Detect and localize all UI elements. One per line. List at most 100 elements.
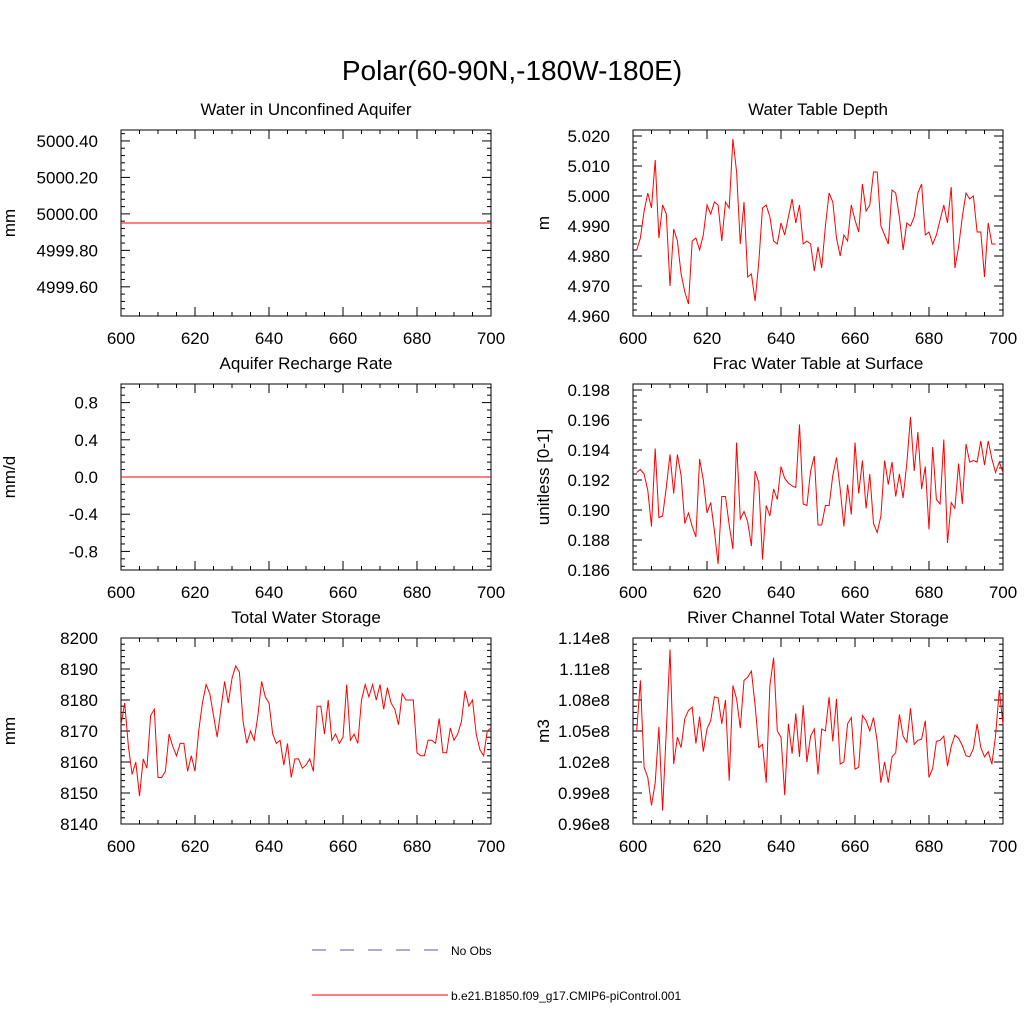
frac-water-table-at-surface-xtick-label: 640 — [767, 583, 795, 602]
total-water-storage-xtick-label: 660 — [329, 837, 357, 856]
panel-aquifer-recharge-rate: Aquifer Recharge Rate mm/d 600 620 640 660 680… — [0, 354, 505, 602]
river-channel-total-water-storage-ytick-label: 1.14e8 — [558, 629, 610, 648]
water-table-depth-ytick-label: 4.990 — [567, 217, 610, 236]
water-in-unconfined-aquifer-ytick-label: 4999.60 — [37, 278, 98, 297]
water-table-depth-ytick-label: 4.970 — [567, 277, 610, 296]
frac-water-table-at-surface-ytick-label: 0.190 — [567, 501, 610, 520]
aquifer-recharge-rate-xtick-label: 660 — [329, 583, 357, 602]
frac-water-table-at-surface-ytick-label: 0.196 — [567, 411, 610, 430]
water-table-depth-ytick-label: 5.020 — [567, 127, 610, 146]
river-channel-total-water-storage-xtick-label: 680 — [915, 837, 943, 856]
legend: No Obs b.e21.B1850.f09_g17.CMIP6-piContr… — [312, 944, 681, 1003]
legend-model-label: b.e21.B1850.f09_g17.CMIP6-piControl.001 — [451, 989, 681, 1003]
panels: Water in Unconfined Aquifer mm 600 620 640 66… — [0, 100, 1017, 856]
water-in-unconfined-aquifer-title: Water in Unconfined Aquifer — [200, 100, 411, 119]
water-in-unconfined-aquifer-ytick-label: 5000.20 — [37, 168, 98, 187]
aquifer-recharge-rate-ytick-label: -0.4 — [69, 505, 98, 524]
water-table-depth-xtick-label: 640 — [767, 329, 795, 348]
total-water-storage-title: Total Water Storage — [231, 608, 381, 627]
aquifer-recharge-rate-title: Aquifer Recharge Rate — [220, 354, 393, 373]
river-channel-total-water-storage-title: River Channel Total Water Storage — [687, 608, 949, 627]
water-table-depth-ylabel: m — [534, 216, 553, 230]
river-channel-total-water-storage-xtick-label: 600 — [619, 837, 647, 856]
water-in-unconfined-aquifer-xtick-label: 660 — [329, 329, 357, 348]
water-table-depth-xtick-label: 660 — [841, 329, 869, 348]
aquifer-recharge-rate-xtick-label: 680 — [403, 583, 431, 602]
water-in-unconfined-aquifer-ytick-label: 5000.40 — [37, 132, 98, 151]
water-table-depth-xtick-label: 620 — [693, 329, 721, 348]
total-water-storage-series-line — [120, 664, 492, 797]
frac-water-table-at-surface-series-line — [636, 416, 1004, 565]
aquifer-recharge-rate-ytick-label: 0.4 — [74, 431, 98, 450]
total-water-storage-ytick-label: 8160 — [60, 753, 98, 772]
panel-water-in-unconfined-aquifer: Water in Unconfined Aquifer mm 600 620 640 66… — [0, 100, 505, 348]
frac-water-table-at-surface-ytick-label: 0.198 — [567, 381, 610, 400]
water-in-unconfined-aquifer-xtick-label: 680 — [403, 329, 431, 348]
total-water-storage-xtick-label: 680 — [403, 837, 431, 856]
river-channel-total-water-storage-ytick-label: 1.02e8 — [558, 753, 610, 772]
water-in-unconfined-aquifer-xtick-label: 700 — [477, 329, 505, 348]
total-water-storage-frame — [120, 637, 492, 825]
aquifer-recharge-rate-ytick-label: -0.8 — [69, 542, 98, 561]
water-table-depth-ytick-label: 4.960 — [567, 307, 610, 326]
aquifer-recharge-rate-xtick-label: 640 — [255, 583, 283, 602]
river-channel-total-water-storage-xtick-label: 620 — [693, 837, 721, 856]
river-channel-total-water-storage-xtick-label: 700 — [989, 837, 1017, 856]
total-water-storage-ytick-label: 8190 — [60, 660, 98, 679]
legend-obs-label: No Obs — [451, 944, 492, 958]
frac-water-table-at-surface-title: Frac Water Table at Surface — [713, 354, 924, 373]
river-channel-total-water-storage-xtick-label: 660 — [841, 837, 869, 856]
panel-river-channel-total-water-storage: River Channel Total Water Storage m3 600 62… — [534, 608, 1017, 856]
frac-water-table-at-surface-ylabel: unitless [0-1] — [534, 429, 553, 525]
river-channel-total-water-storage-ylabel: m3 — [534, 719, 553, 743]
water-table-depth-xtick-label: 700 — [989, 329, 1017, 348]
water-table-depth-xtick-label: 680 — [915, 329, 943, 348]
river-channel-total-water-storage-xtick-label: 640 — [767, 837, 795, 856]
river-channel-total-water-storage-frame — [632, 637, 1004, 825]
water-in-unconfined-aquifer-ytick-label: 4999.80 — [37, 241, 98, 260]
panel-total-water-storage: Total Water Storage mm 600 620 640 660 680 700 8… — [0, 608, 505, 856]
frac-water-table-at-surface-ytick-label: 0.194 — [567, 441, 610, 460]
total-water-storage-ylabel: mm — [0, 717, 19, 745]
river-channel-total-water-storage-ytick-label: 1.05e8 — [558, 722, 610, 741]
water-table-depth-ytick-label: 5.000 — [567, 187, 610, 206]
water-in-unconfined-aquifer-xtick-label: 640 — [255, 329, 283, 348]
water-in-unconfined-aquifer-xtick-label: 620 — [181, 329, 209, 348]
aquifer-recharge-rate-ytick-label: 0.0 — [74, 468, 98, 487]
aquifer-recharge-rate-xtick-label: 600 — [107, 583, 135, 602]
water-table-depth-series-line — [636, 138, 996, 305]
total-water-storage-ytick-label: 8170 — [60, 722, 98, 741]
water-in-unconfined-aquifer-ytick-label: 5000.00 — [37, 205, 98, 224]
river-channel-total-water-storage-ytick-label: 0.99e8 — [558, 784, 610, 803]
frac-water-table-at-surface-xtick-label: 660 — [841, 583, 869, 602]
total-water-storage-xtick-label: 640 — [255, 837, 283, 856]
aquifer-recharge-rate-xtick-label: 620 — [181, 583, 209, 602]
frac-water-table-at-surface-xtick-label: 680 — [915, 583, 943, 602]
water-in-unconfined-aquifer-xtick-label: 600 — [107, 329, 135, 348]
river-channel-total-water-storage-ytick-label: 1.11e8 — [559, 660, 610, 679]
total-water-storage-ytick-label: 8200 — [60, 629, 98, 648]
total-water-storage-ytick-label: 8140 — [60, 815, 98, 834]
river-channel-total-water-storage-series-line — [636, 649, 1004, 811]
aquifer-recharge-rate-ylabel: mm/d — [0, 456, 19, 499]
river-channel-total-water-storage-ytick-label: 0.96e8 — [558, 815, 610, 834]
water-table-depth-ytick-label: 4.980 — [567, 247, 610, 266]
total-water-storage-xtick-label: 620 — [181, 837, 209, 856]
total-water-storage-xtick-label: 600 — [107, 837, 135, 856]
aquifer-recharge-rate-ytick-label: 0.8 — [74, 394, 98, 413]
total-water-storage-xtick-label: 700 — [477, 837, 505, 856]
frac-water-table-at-surface-ytick-label: 0.188 — [567, 531, 610, 550]
figure-title: Polar(60-90N,-180W-180E) — [342, 55, 682, 86]
panel-frac-water-table-at-surface: Frac Water Table at Surface unitless [0-1… — [534, 354, 1017, 602]
river-channel-total-water-storage-ytick-label: 1.08e8 — [558, 691, 610, 710]
frac-water-table-at-surface-xtick-label: 700 — [989, 583, 1017, 602]
total-water-storage-ytick-label: 8150 — [60, 784, 98, 803]
panel-water-table-depth: Water Table Depth m 600 620 640 660 680 700 4.96… — [534, 100, 1017, 348]
water-table-depth-ytick-label: 5.010 — [567, 157, 610, 176]
water-table-depth-title: Water Table Depth — [748, 100, 888, 119]
frac-water-table-at-surface-xtick-label: 620 — [693, 583, 721, 602]
frac-water-table-at-surface-ytick-label: 0.186 — [567, 561, 610, 580]
aquifer-recharge-rate-xtick-label: 700 — [477, 583, 505, 602]
water-in-unconfined-aquifer-ylabel: mm — [0, 209, 19, 237]
